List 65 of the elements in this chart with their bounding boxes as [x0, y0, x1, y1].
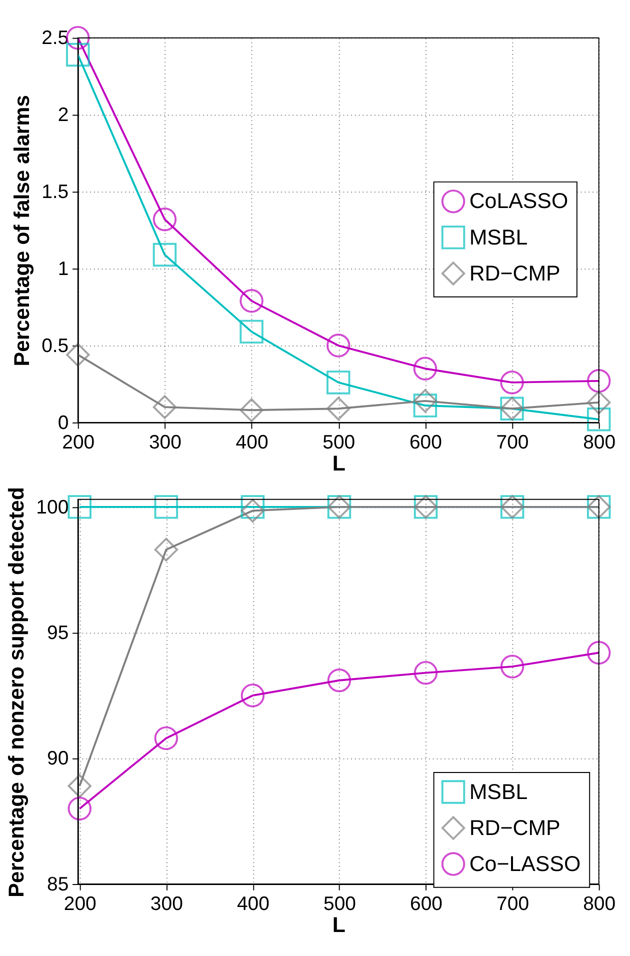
point: [240, 498, 265, 523]
point: [66, 342, 90, 367]
point: [68, 774, 92, 798]
point: [240, 289, 264, 313]
legend-label: RD−CMP: [469, 816, 560, 840]
legend-label: CoLASSO: [469, 189, 568, 214]
legend-label: RD−CMP: [469, 261, 560, 286]
y-tick-label: 0: [58, 412, 69, 434]
point: [326, 334, 350, 358]
point: [414, 661, 438, 685]
point: [326, 370, 350, 394]
x-axis-title: L: [332, 452, 346, 476]
point: [154, 726, 178, 750]
x-tick-label: 500: [323, 892, 356, 915]
point: [326, 396, 350, 420]
point: [327, 668, 352, 692]
legend-label: MSBL: [469, 225, 528, 250]
x-tick-label: 600: [410, 892, 443, 915]
point: [500, 370, 524, 394]
point: [240, 398, 264, 422]
y-axis-title: Percentage of false alarms: [10, 94, 34, 366]
x-tick-label: 600: [409, 431, 442, 454]
x-tick-label: 200: [64, 892, 97, 915]
x-tick-label: 700: [496, 892, 530, 915]
point: [66, 42, 90, 67]
point: [413, 389, 438, 413]
point: [154, 538, 178, 562]
point: [68, 796, 92, 820]
point: [66, 26, 90, 50]
point: [413, 356, 438, 380]
point: [152, 208, 177, 232]
y-tick-label: 90: [46, 748, 69, 770]
y-tick-label: 1: [58, 258, 69, 280]
point: [152, 395, 177, 419]
point: [152, 242, 177, 267]
x-tick-label: 700: [496, 431, 529, 454]
point: [500, 654, 524, 678]
x-tick-label: 300: [150, 892, 184, 915]
x-tick-label: 500: [322, 431, 356, 454]
point: [586, 390, 611, 414]
legend-label: MSBL: [469, 780, 528, 804]
y-tick-label: 1.5: [42, 181, 69, 204]
point: [586, 408, 611, 432]
y-axis-title: Percentage of nonzero support detected: [4, 487, 28, 898]
point: [240, 495, 265, 519]
point: [413, 394, 438, 418]
y-tick-label: 85: [46, 873, 69, 896]
x-tick-label: 400: [236, 892, 270, 915]
y-tick-label: 100: [36, 496, 69, 518]
x-tick-label: 800: [583, 431, 616, 454]
point: [68, 495, 92, 519]
y-tick-label: 95: [46, 622, 69, 644]
point: [240, 320, 264, 344]
y-tick-label: 2: [58, 104, 69, 126]
point: [154, 495, 178, 519]
legend-label: Co−LASSO: [469, 852, 581, 876]
x-axis-title: L: [332, 913, 346, 938]
point: [240, 684, 265, 708]
x-tick-label: 200: [62, 431, 95, 454]
x-tick-label: 400: [236, 431, 268, 454]
x-tick-label: 300: [148, 431, 182, 454]
y-tick-label: 0.5: [42, 334, 69, 357]
point: [586, 369, 611, 393]
x-tick-label: 800: [583, 892, 616, 915]
point: [586, 640, 611, 665]
